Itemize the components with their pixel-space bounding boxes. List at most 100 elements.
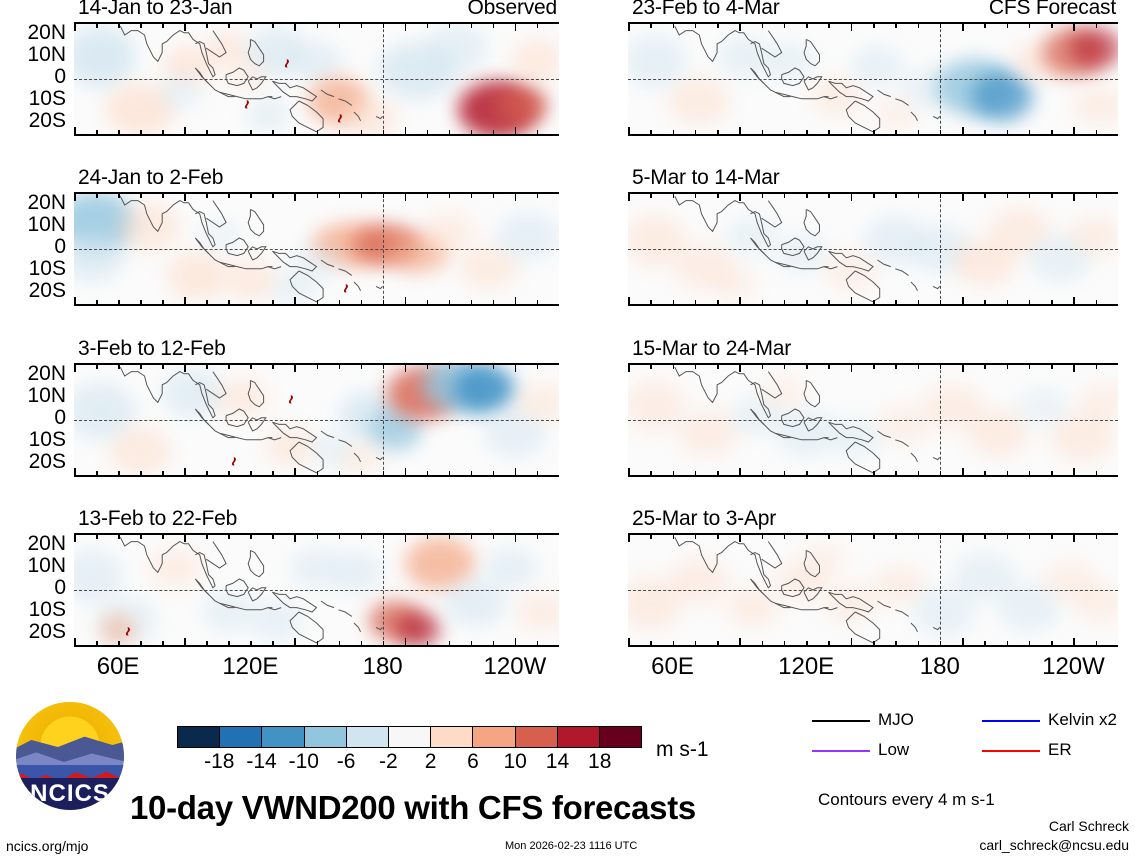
axis-tick (492, 471, 495, 475)
axis-tick (250, 365, 252, 369)
legend-line-swatch (982, 749, 1040, 752)
axis-tick (828, 535, 830, 539)
axis-tick (850, 365, 853, 372)
axis-tick (828, 641, 830, 645)
tropical-cyclone-icon (125, 627, 130, 636)
axis-tick (873, 130, 875, 134)
axis-tick (514, 297, 517, 304)
axis-tick (694, 24, 697, 28)
axis-tick (650, 24, 652, 28)
anomaly-shading (1069, 216, 1118, 256)
axis-tick (939, 130, 942, 134)
axis-tick (382, 130, 385, 134)
axis-tick (1028, 535, 1031, 539)
anomaly-shading (730, 395, 784, 436)
axis-tick (1006, 641, 1009, 645)
axis-tick (962, 24, 964, 31)
colorbar-swatch (178, 727, 221, 747)
axis-tick (140, 641, 142, 645)
colorbar-swatch (473, 727, 516, 747)
anomaly-shading (628, 380, 686, 434)
anomaly-shading (312, 433, 357, 469)
axis-tick (514, 638, 517, 645)
y-axis-tick-label: 20N (27, 532, 66, 555)
anomaly-shading (197, 218, 242, 254)
site-url: ncics.org/mjo (6, 838, 89, 854)
axis-tick (873, 641, 875, 645)
axis-tick (828, 194, 830, 198)
axis-tick (850, 194, 853, 201)
axis-tick (448, 641, 451, 645)
axis-tick (962, 127, 964, 134)
axis-tick (382, 365, 385, 369)
axis-tick (984, 535, 986, 539)
axis-tick (1073, 365, 1075, 372)
anomaly-shading (717, 37, 771, 77)
page-title: 10-day VWND200 with CFS forecasts (130, 789, 696, 826)
axis-tick (672, 365, 675, 369)
axis-tick (492, 535, 495, 539)
axis-tick (1051, 641, 1053, 645)
axis-tick (806, 24, 808, 28)
axis-tick (873, 535, 875, 539)
axis-tick (962, 638, 964, 645)
axis-tick (404, 365, 407, 372)
axis-tick (672, 471, 675, 475)
axis-tick (294, 535, 296, 542)
axis-tick (228, 641, 230, 645)
axis-tick (338, 535, 341, 539)
axis-tick (536, 24, 539, 28)
anomaly-shading (1073, 583, 1118, 623)
y-axis-tick-label: 10N (27, 384, 66, 407)
axis-tick (162, 194, 164, 198)
axis-tick (316, 365, 318, 369)
axis-tick (272, 641, 274, 645)
axis-tick (1073, 638, 1075, 645)
y-axis-tick-label: 0 (54, 65, 66, 88)
axis-tick (1073, 24, 1075, 31)
legend-item: Kelvin x2 (982, 710, 1117, 730)
y-axis-tick-label: 0 (54, 406, 66, 429)
axis-tick (360, 641, 363, 645)
panel-title: 25-Mar to 3-Apr (632, 507, 777, 530)
axis-tick (536, 365, 539, 369)
anomaly-shading (387, 233, 449, 274)
axis-tick (140, 194, 142, 198)
axis-tick (917, 300, 920, 304)
map-area (628, 22, 1118, 136)
axis-tick (917, 365, 920, 369)
axis-tick (118, 471, 120, 475)
x-axis-tick-label: 60E (96, 653, 140, 680)
axis-tick (739, 638, 741, 645)
author-email: carl_schreck@ncsu.edu (979, 837, 1129, 853)
axis-tick (316, 300, 318, 304)
anomaly-shading (726, 216, 780, 256)
axis-tick (717, 130, 719, 134)
colorbar-tick-label: -10 (288, 750, 319, 773)
axis-tick (917, 641, 920, 645)
axis-tick (118, 24, 120, 28)
axis-tick (694, 365, 697, 369)
axis-tick (514, 127, 517, 134)
axis-tick (1073, 535, 1075, 542)
axis-tick (426, 300, 429, 304)
axis-tick (1073, 194, 1075, 201)
axis-tick (939, 24, 942, 28)
axis-tick (492, 194, 495, 198)
axis-tick (96, 471, 98, 475)
logo-base (16, 777, 124, 810)
axis-tick (272, 535, 274, 539)
axis-tick (828, 300, 830, 304)
axis-tick (272, 194, 274, 198)
axis-tick (426, 130, 429, 134)
anomaly-shading (628, 35, 686, 88)
axis-tick (162, 471, 164, 475)
axis-tick (382, 535, 385, 539)
axis-tick (360, 535, 363, 539)
axis-tick (1006, 535, 1009, 539)
axis-tick (316, 535, 318, 539)
axis-tick (1073, 468, 1075, 475)
forecast-panel: 15-Mar to 24-Mar (628, 338, 1118, 477)
tropical-cyclone-icon (231, 457, 236, 466)
colorbar-tick-label: -6 (336, 750, 356, 773)
